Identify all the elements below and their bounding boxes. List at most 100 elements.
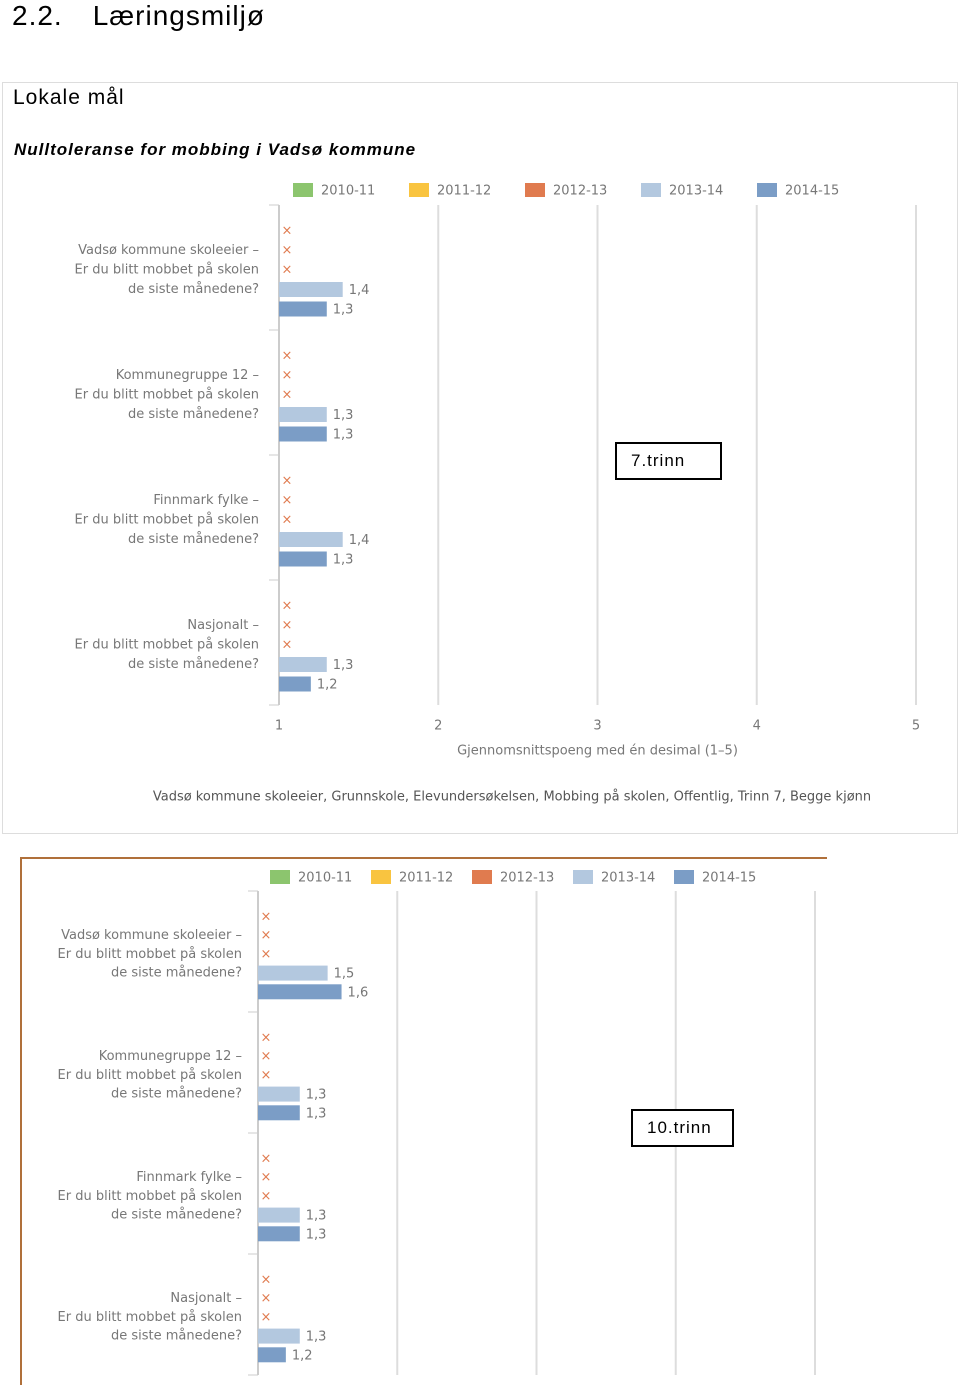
category-label: de siste månedene? (128, 282, 259, 297)
category-label: de siste månedene? (111, 1208, 242, 1223)
missing-marker: × (261, 1189, 272, 1204)
value-label: 1,3 (333, 408, 354, 423)
bar (279, 657, 327, 672)
chart-frame (2, 82, 958, 834)
value-label: 1,3 (333, 553, 354, 568)
bar (279, 532, 343, 547)
legend-label: 2013-14 (669, 184, 723, 199)
category-label: de siste månedene? (111, 1329, 242, 1344)
value-label: 1,3 (333, 658, 354, 673)
missing-marker: × (261, 1291, 272, 1306)
category-label: Finnmark fylke – (153, 493, 259, 508)
bar (258, 1226, 300, 1242)
value-label: 1,6 (348, 985, 369, 1000)
value-label: 1,4 (349, 283, 370, 298)
x-tick-label: 3 (593, 719, 601, 734)
category-label: Er du blitt mobbet på skolen (75, 388, 259, 403)
bar (258, 1086, 300, 1102)
bar (279, 407, 327, 422)
category-label: de siste månedene? (111, 1087, 242, 1102)
annotation: 7.trinn (615, 442, 722, 480)
section-title: Lokale mål (13, 86, 125, 109)
missing-marker: × (282, 513, 293, 528)
missing-marker: × (261, 947, 272, 962)
missing-marker: × (282, 224, 293, 239)
heading-title: Læringsmiljø (92, 0, 265, 31)
missing-marker: × (282, 243, 293, 258)
value-label: 1,3 (306, 1330, 327, 1345)
x-axis-label: Gjennomsnittspoeng med én desimal (1–5) (457, 744, 738, 759)
x-tick-label: 1 (275, 719, 283, 734)
bar (279, 426, 327, 442)
heading-number: 2.2. (12, 0, 63, 31)
value-label: 1,3 (306, 1106, 327, 1121)
legend-swatch (371, 870, 391, 884)
category-label: Er du blitt mobbet på skolen (58, 947, 242, 962)
heading: 2.2. Læringsmiljø (12, 0, 295, 32)
legend-label: 2010-11 (298, 871, 352, 886)
value-label: 1,4 (349, 533, 370, 548)
category-label: de siste månedene? (128, 532, 259, 547)
legend-label: 2014-15 (785, 184, 839, 199)
value-label: 1,3 (306, 1209, 327, 1224)
missing-marker: × (282, 349, 293, 364)
missing-marker: × (261, 928, 272, 943)
missing-marker: × (282, 493, 293, 508)
category-label: de siste månedene? (128, 407, 259, 422)
section-subtitle: Nulltoleranse for mobbing i Vadsø kommun… (14, 140, 417, 159)
missing-marker: × (282, 368, 293, 383)
legend-label: 2012-13 (553, 184, 607, 199)
legend-label: 2011-12 (399, 871, 453, 886)
category-label: Vadsø kommune skoleeier – (61, 928, 242, 943)
category-label: Kommunegruppe 12 – (99, 1049, 242, 1064)
missing-marker: × (282, 599, 293, 614)
legend-label: 2011-12 (437, 184, 491, 199)
category-label: Nasjonalt – (187, 618, 259, 633)
x-tick-label: 5 (912, 719, 920, 734)
x-tick-label: 4 (753, 719, 761, 734)
legend-swatch (674, 870, 694, 884)
category-label: de siste månedene? (128, 657, 259, 672)
value-label: 1,3 (306, 1227, 327, 1242)
category-label: Vadsø kommune skoleeier – (78, 243, 259, 258)
category-label: Er du blitt mobbet på skolen (58, 1310, 242, 1325)
category-label: de siste månedene? (111, 966, 242, 981)
legend-swatch (641, 183, 661, 197)
bar (279, 301, 327, 317)
value-label: 1,3 (333, 303, 354, 318)
missing-marker: × (282, 474, 293, 489)
category-label: Er du blitt mobbet på skolen (75, 263, 259, 278)
value-label: 1,5 (334, 967, 355, 982)
legend-swatch (757, 183, 777, 197)
value-label: 1,2 (317, 678, 338, 693)
category-label: Finnmark fylke – (136, 1170, 242, 1185)
missing-marker: × (282, 388, 293, 403)
bar (258, 1347, 286, 1363)
chart-frame (20, 857, 827, 1385)
bar (258, 1328, 300, 1344)
missing-marker: × (282, 638, 293, 653)
chart-note: Vadsø kommune skoleeier, Grunnskole, Ele… (153, 790, 871, 805)
category-label: Er du blitt mobbet på skolen (58, 1189, 242, 1204)
missing-marker: × (261, 1273, 272, 1288)
bar (279, 282, 343, 297)
bar (258, 1105, 300, 1121)
legend-label: 2010-11 (321, 184, 375, 199)
missing-marker: × (261, 1049, 272, 1064)
bar (258, 984, 342, 1000)
legend-swatch (270, 870, 290, 884)
legend-swatch (409, 183, 429, 197)
bar (258, 1207, 300, 1223)
category-label: Er du blitt mobbet på skolen (75, 513, 259, 528)
value-label: 1,2 (292, 1348, 313, 1363)
legend-label: 2014-15 (702, 871, 756, 886)
category-label: Er du blitt mobbet på skolen (75, 638, 259, 653)
missing-marker: × (282, 618, 293, 633)
missing-marker: × (261, 1310, 272, 1325)
x-tick-label: 2 (434, 719, 442, 734)
bar (258, 965, 328, 981)
category-label: Nasjonalt – (170, 1291, 242, 1306)
missing-marker: × (261, 1031, 272, 1046)
